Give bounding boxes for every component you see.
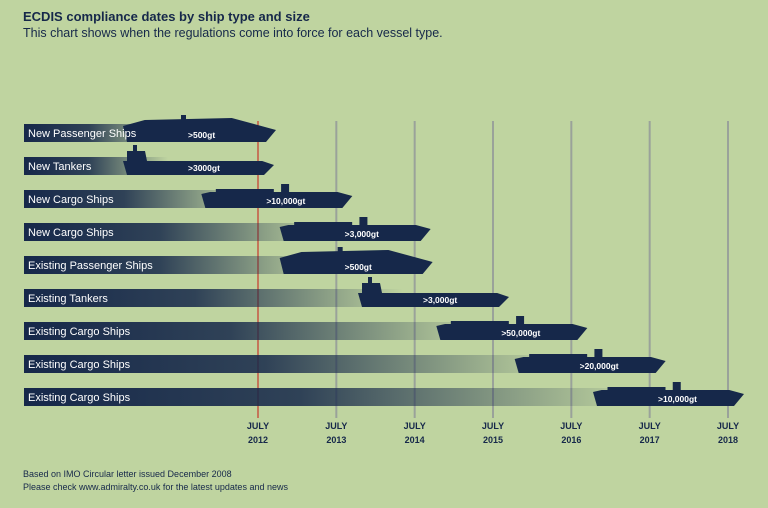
row-label-6: Existing Cargo Ships: [28, 326, 131, 338]
ship-containers: [607, 387, 666, 391]
row-size-label-0: >500gt: [188, 130, 215, 140]
row-size-label-8: >10,000gt: [658, 394, 697, 404]
row-bar-3: [24, 223, 325, 241]
row-label-2: New Cargo Ships: [28, 194, 114, 206]
ship-bridge: [359, 217, 368, 226]
timeline-row: Existing Cargo Ships >50,000gt: [24, 316, 588, 340]
row-label-0: New Passenger Ships: [28, 128, 137, 140]
timeline-row: Existing Tankers >3,000gt: [24, 277, 509, 307]
ship-containers: [529, 354, 588, 358]
row-label-4: Existing Passenger Ships: [28, 260, 153, 272]
x-tick-label-4: JULY 2016: [560, 421, 582, 445]
chart-subtitle: This chart shows when the regulations co…: [23, 26, 443, 40]
row-size-label-1: >3000gt: [188, 163, 220, 173]
ship-hull: [358, 293, 509, 307]
ship-containers: [450, 321, 509, 325]
ship-hull: [201, 192, 353, 208]
ship-superstructure: [362, 283, 382, 293]
row-size-label-5: >3,000gt: [423, 295, 457, 305]
timeline-row: Existing Cargo Ships >10,000gt: [24, 382, 744, 406]
ship-superstructure: [127, 151, 147, 161]
timeline-row: Existing Cargo Ships >20,000gt: [24, 349, 666, 373]
footer-source-note: Based on IMO Circular letter issued Dece…: [23, 469, 232, 479]
row-bar-2: [24, 190, 247, 208]
ship-funnel: [368, 277, 372, 284]
row-bar-5: [24, 289, 403, 307]
x-tick-label-1: JULY 2013: [325, 421, 347, 445]
ship-hull: [514, 357, 666, 373]
ship-bridge: [516, 316, 525, 325]
ship-hull: [279, 250, 433, 274]
row-bar-4: [24, 256, 325, 274]
x-tick-label-2: JULY 2014: [404, 421, 426, 445]
row-bar-6: [24, 322, 482, 340]
x-tick-label-0: JULY 2012: [247, 421, 269, 445]
timeline-row: Existing Passenger Ships >500gt: [24, 247, 433, 274]
x-tick-label-6: JULY 2018: [717, 421, 739, 445]
footer-updates-note: Please check www.admiralty.co.uk for the…: [23, 482, 288, 492]
row-label-8: Existing Cargo Ships: [28, 392, 131, 404]
row-label-5: Existing Tankers: [28, 293, 108, 305]
row-size-label-4: >500gt: [345, 262, 372, 272]
ship-hull: [593, 390, 744, 406]
row-bar-7: [24, 355, 560, 373]
ship-hull: [279, 225, 431, 241]
chart-title: ECDIS compliance dates by ship type and …: [23, 9, 310, 24]
ship-funnel: [133, 145, 137, 152]
ship-bridge: [672, 382, 681, 391]
row-label-3: New Cargo Ships: [28, 227, 114, 239]
ship-containers: [294, 222, 353, 226]
timeline-row: New Passenger Ships >500gt: [24, 115, 276, 142]
row-size-label-3: >3,000gt: [345, 229, 379, 239]
row-size-label-7: >20,000gt: [580, 361, 619, 371]
x-tick-label-3: JULY 2015: [482, 421, 504, 445]
ship-funnel: [337, 247, 343, 252]
row-label-7: Existing Cargo Ships: [28, 359, 131, 371]
row-bar-8: [24, 388, 638, 406]
ship-bridge: [594, 349, 603, 358]
timeline-row: New Cargo Ships >3,000gt: [24, 217, 431, 241]
ship-funnel: [181, 115, 186, 120]
timeline-row: New Cargo Ships >10,000gt: [24, 184, 353, 208]
ship-containers: [215, 189, 274, 193]
ticks-layer: JULY 2012 JULY 2013 JULY 2014 JULY 2015 JULY 2016…: [247, 421, 739, 445]
ship-hull: [123, 161, 274, 175]
row-size-label-6: >50,000gt: [501, 328, 540, 338]
ship-hull: [123, 118, 276, 142]
row-label-1: New Tankers: [28, 161, 92, 173]
ship-bridge: [281, 184, 290, 193]
bars-layer: New Passenger Ships >500gt New Tankers >300…: [24, 115, 744, 406]
row-size-label-2: >10,000gt: [266, 196, 305, 206]
x-tick-label-5: JULY 2017: [639, 421, 661, 445]
ship-hull: [436, 324, 588, 340]
timeline-row: New Tankers >3000gt: [24, 145, 274, 175]
